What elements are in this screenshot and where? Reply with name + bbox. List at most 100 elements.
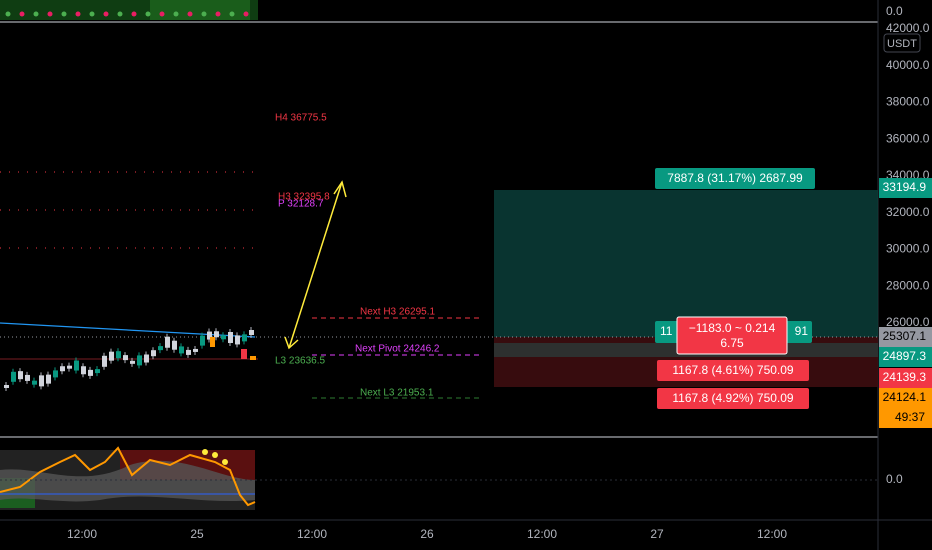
indicator-dot [215,11,221,17]
time-tick-label: 12:00 [527,527,557,541]
candle-body [137,355,142,366]
candle-body [207,331,212,340]
indicator-dot [61,11,67,17]
candle-body [200,335,205,346]
price-label-box [879,327,932,347]
candle-body [67,365,72,369]
time-tick-label: 12:00 [67,527,97,541]
unit-label: USDT [887,38,917,50]
stop-box [657,360,809,381]
candle-body [4,385,9,388]
price-label: 24124.1 [883,390,927,404]
candle-body [81,366,86,375]
entry-partial: 11 [660,324,673,338]
oscillator-tick: 0.0 [886,472,903,486]
indicator-dot [47,11,53,17]
candle-body [95,369,100,374]
candles [4,326,256,391]
candle-body [60,366,65,372]
price-label: 25307.1 [883,329,927,343]
pivot-label: P 32128.7 [278,199,324,210]
price-label: 24139.3 [883,370,927,384]
candle-body [214,331,219,338]
arrow-head [333,180,347,198]
pnl-label: −1183.0 ~ 0.214 [689,321,776,335]
entry-partial: 91 [795,324,809,338]
price-label-box [879,347,932,367]
candle-body [186,349,191,355]
price-tick-label: 40000.0 [886,58,930,72]
candle-body [74,360,79,371]
indicator-dot [173,11,179,17]
candle-body [193,348,198,352]
profit-zone [494,190,878,337]
indicator-dot [187,11,193,17]
oscillator-dot [222,459,228,465]
price-label: 24897.3 [883,349,927,363]
indicator-dot [33,11,39,17]
candle-body [11,371,16,382]
indicator-dot [145,11,151,17]
pivot-label: Next Pivot 24246.2 [355,344,440,355]
candle-body [151,350,156,357]
pnl-label: 6.75 [720,336,744,350]
candle-body [46,374,51,384]
indicator-dot [201,11,207,17]
price-label: 33194.9 [883,180,927,194]
pnl-box [676,316,788,355]
pivot-label: L3 23636.5 [275,356,325,367]
target-label: 7887.8 (31.17%) 2687.99 [667,171,803,185]
pivot-label: Next H3 26295.1 [360,307,435,318]
candle-body [172,340,177,350]
price-label: 49:37 [895,410,925,424]
oscillator-dot [202,449,208,455]
price-tick-label: 32000.0 [886,205,930,219]
candle-body [228,332,233,344]
price-tick-label: 38000.0 [886,95,930,109]
indicator-dot [19,11,25,17]
top-pane-tick: 0.0 [886,4,903,18]
indicator-dot [159,11,165,17]
price-label-box [879,408,932,428]
candle-body [102,355,107,367]
candle-body [165,336,170,348]
candle-body [241,349,247,359]
candle-body [179,346,184,354]
candle-body [39,375,44,387]
candle-body [250,356,256,360]
oscillator-line [0,446,256,507]
price-tick-label: 28000.0 [886,278,930,292]
price-tick-label: 30000.0 [886,242,930,256]
candle-body [109,351,114,361]
indicator-dot [89,11,95,17]
price-label-box [879,178,932,198]
candle-body [123,355,128,361]
candle-body [130,360,135,364]
indicator-dot [243,11,249,17]
candle-body [53,370,58,378]
indicator-strip-block [150,0,250,20]
candle-body [25,374,30,381]
indicator-dot [103,11,109,17]
time-tick-label: 26 [420,527,434,541]
time-tick-label: 27 [650,527,664,541]
indicator-dot [75,11,81,17]
time-tick-label: 25 [190,527,204,541]
candle-body [116,351,121,359]
indicator-dot [5,11,11,17]
oscillator-cloud [0,460,255,502]
stop-box [657,388,809,409]
indicator-dot [229,11,235,17]
candle-body [158,346,163,351]
indicator-dot [117,11,123,17]
candle-body [144,354,149,363]
oscillator-dot [212,452,218,458]
candle-body [210,337,215,347]
candle-body [32,380,37,385]
arrow-line [288,181,343,349]
unit-box [883,33,921,53]
price-tick-label: 42000.0 [886,21,930,35]
trend-line [0,322,256,338]
stop-label: 1167.8 (4.61%) 750.09 [672,363,794,377]
